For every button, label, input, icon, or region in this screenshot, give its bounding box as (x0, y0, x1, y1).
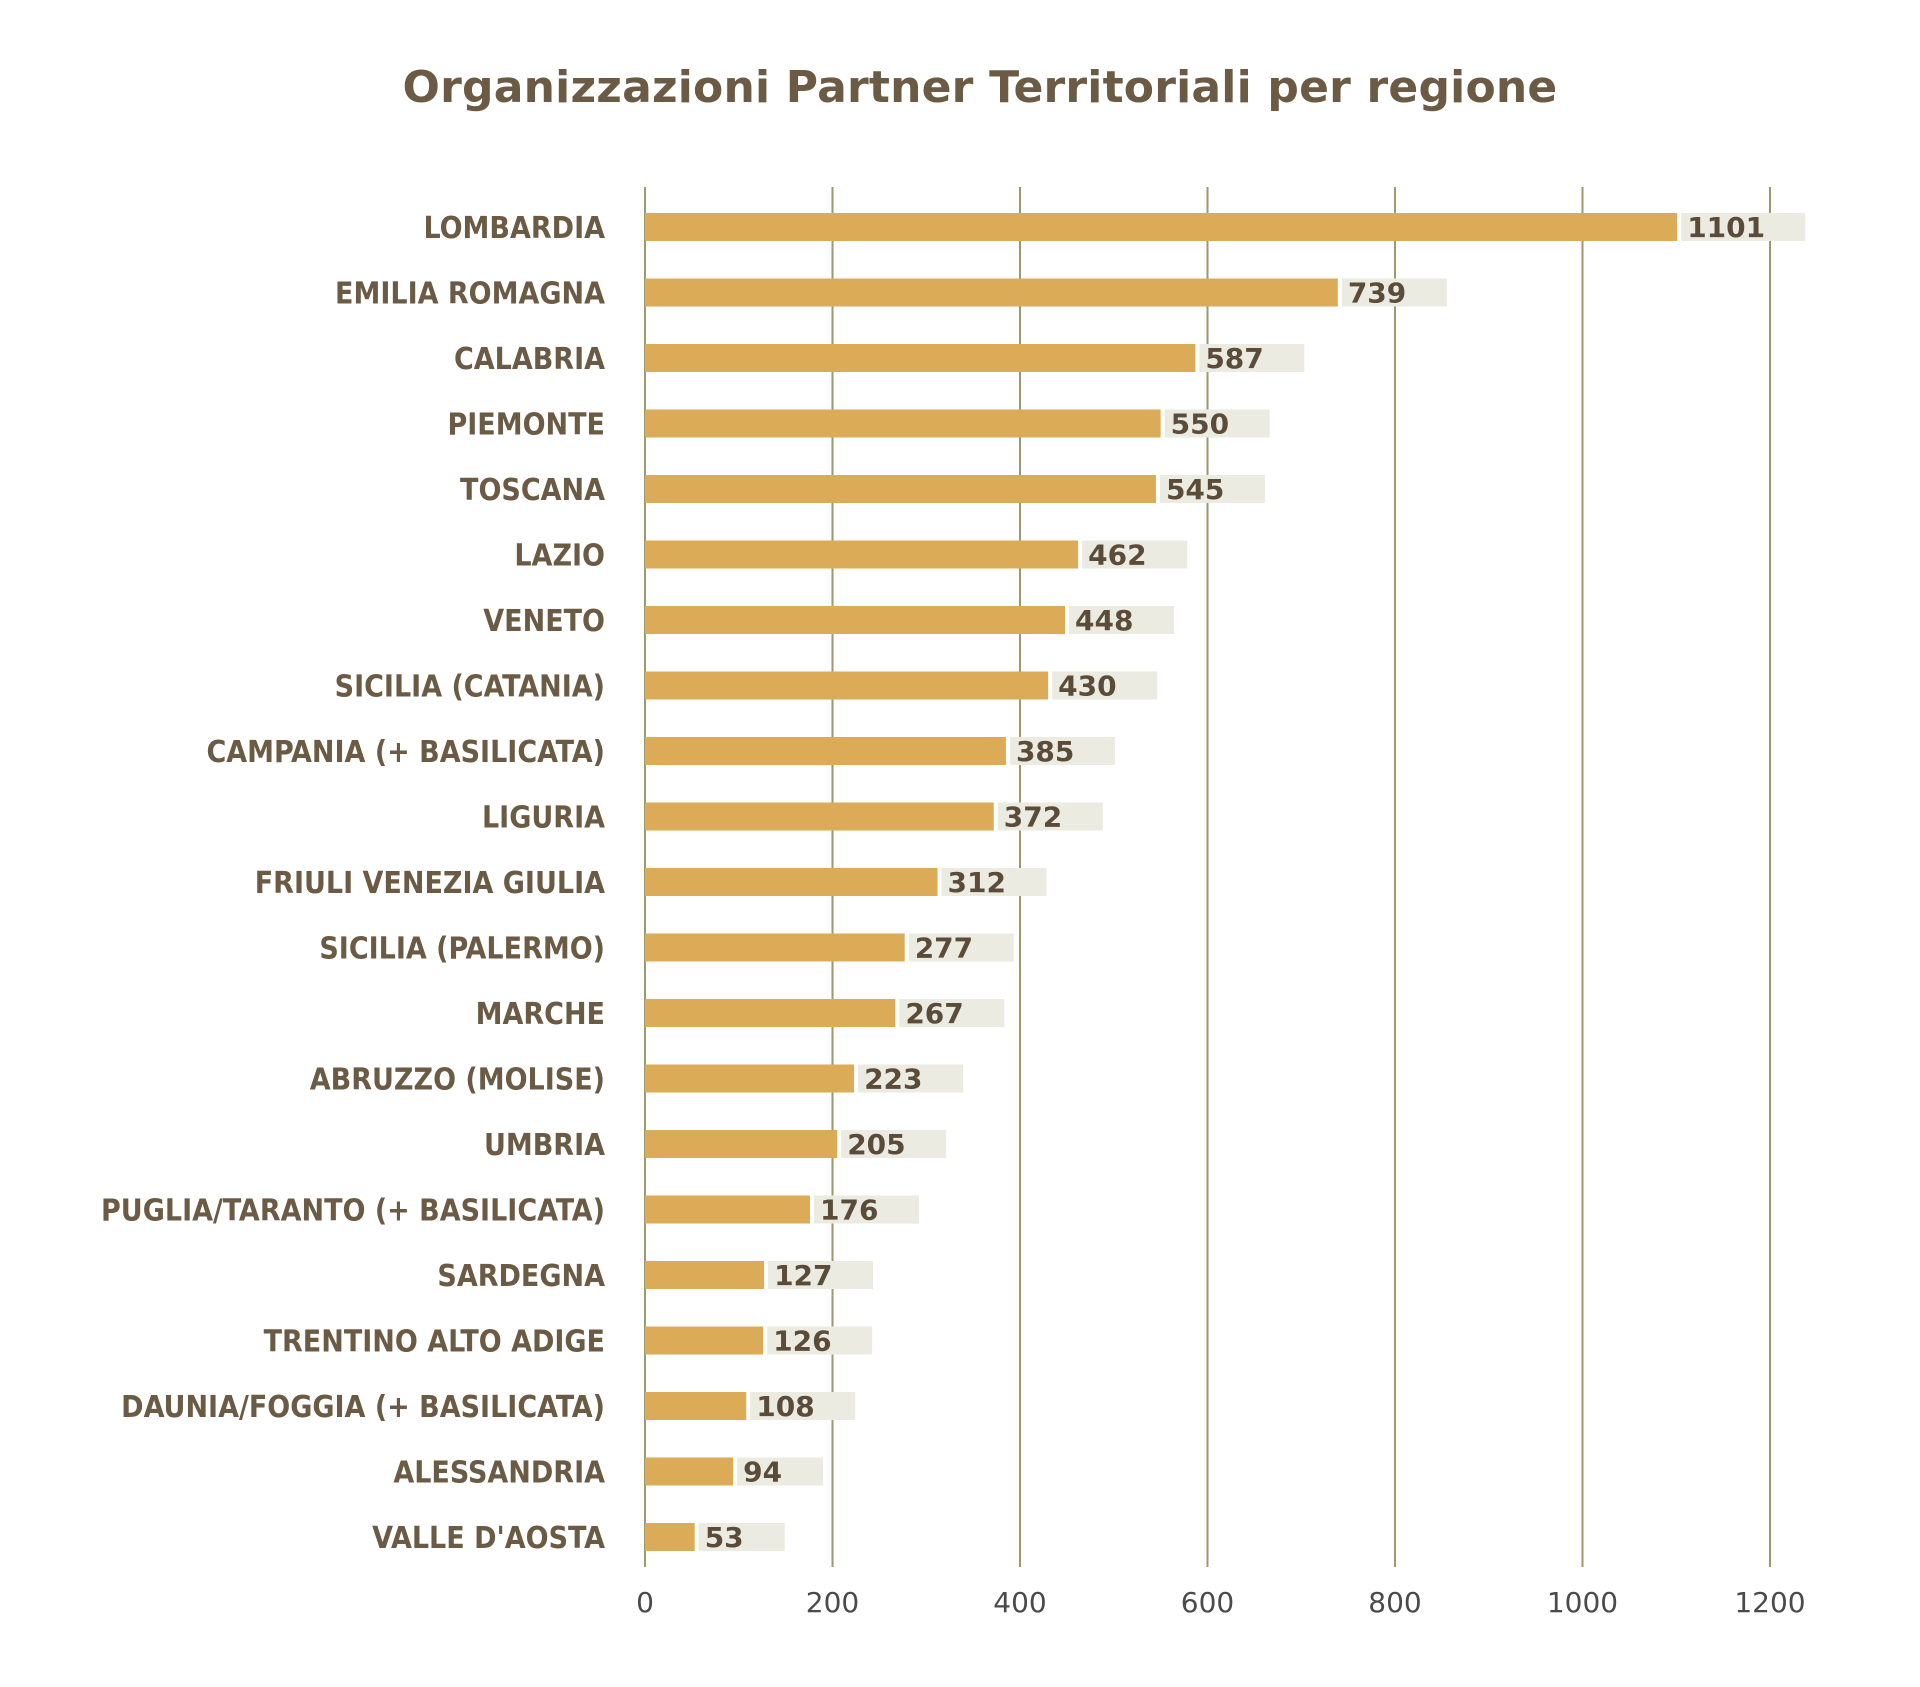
category-label: TRENTINO ALTO ADIGE (264, 1325, 605, 1360)
category-label: UMBRIA (484, 1128, 605, 1163)
value-label: 127 (774, 1259, 832, 1292)
value-label-background (1341, 278, 1447, 307)
value-label-background (858, 1064, 964, 1093)
bar (645, 868, 938, 896)
value-label: 430 (1058, 670, 1116, 703)
value-label: 94 (743, 1456, 782, 1489)
bar (645, 1130, 838, 1158)
bar (645, 344, 1196, 372)
category-label: FRIULI VENEZIA GIULIA (255, 866, 605, 901)
category-label: VENETO (483, 604, 605, 639)
bar (645, 1457, 734, 1486)
bar (645, 278, 1338, 307)
value-label-background (1069, 606, 1174, 634)
bar (645, 671, 1049, 700)
bar (645, 933, 905, 962)
category-label: CAMPANIA (+ BASILICATA) (206, 735, 605, 770)
value-label: 205 (847, 1128, 905, 1161)
value-label-background (814, 1195, 919, 1224)
x-tick-label-0: 0 (636, 1586, 654, 1619)
value-label-background (941, 868, 1047, 896)
bar (645, 802, 994, 831)
bar (645, 737, 1006, 765)
value-label: 739 (1348, 277, 1406, 310)
category-label: MARCHE (476, 997, 605, 1032)
value-label: 126 (773, 1325, 831, 1358)
bars: 1101 739 587 550 545 462 448 430 385 372 312 277 267… (645, 211, 1806, 1554)
value-label-background (767, 1326, 873, 1355)
bar (645, 1326, 764, 1355)
value-label: 1101 (1687, 211, 1765, 244)
bar (645, 213, 1678, 241)
category-labels: LOMBARDIA EMILIA ROMAGNA CALABRIA PIEMONTE T… (101, 211, 605, 1556)
category-label: DAUNIA/FOGGIA (+ BASILICATA) (121, 1390, 605, 1425)
value-label: 267 (905, 997, 963, 1030)
value-label: 545 (1166, 473, 1224, 506)
x-axis-ticks: 0 200 400 600 800 1000 1200 (636, 1586, 1806, 1619)
category-label: LIGURIA (482, 801, 605, 836)
value-label-background (841, 1130, 947, 1158)
x-tick-label-1000: 1000 (1547, 1586, 1618, 1619)
category-label: ALESSANDRIA (393, 1456, 605, 1491)
bar (645, 1261, 765, 1289)
value-label-background (908, 933, 1014, 962)
bar (645, 1195, 810, 1224)
value-label: 448 (1075, 604, 1133, 637)
bar (645, 540, 1079, 569)
bar (645, 409, 1161, 438)
value-label: 176 (820, 1194, 878, 1227)
bar (645, 475, 1156, 503)
category-label: SICILIA (CATANIA) (335, 670, 605, 705)
value-label-background (1681, 213, 1806, 241)
x-tick-label-800: 800 (1368, 1586, 1421, 1619)
value-label-background (899, 999, 1005, 1027)
bar (645, 606, 1065, 634)
value-label: 550 (1171, 408, 1229, 441)
value-label: 108 (756, 1390, 814, 1423)
category-label: VALLE D'AOSTA (372, 1521, 605, 1556)
category-label: LOMBARDIA (423, 211, 605, 246)
value-label-background (997, 802, 1103, 831)
value-label-background (1082, 540, 1188, 569)
value-label-background (698, 1523, 785, 1551)
value-label: 277 (915, 932, 973, 965)
value-label: 53 (705, 1521, 744, 1554)
value-label-background (750, 1392, 856, 1420)
category-label: PUGLIA/TARANTO (+ BASILICATA) (101, 1194, 605, 1229)
value-label-background (1164, 409, 1270, 438)
bar (645, 1523, 695, 1551)
value-label-background (768, 1261, 874, 1289)
category-label: SARDEGNA (437, 1259, 605, 1294)
x-tick-label-600: 600 (1181, 1586, 1234, 1619)
bar (645, 1392, 747, 1420)
category-label: CALABRIA (454, 342, 605, 377)
value-label-background (1052, 671, 1158, 700)
category-label: EMILIA ROMAGNA (335, 277, 605, 312)
value-label: 587 (1205, 342, 1263, 375)
value-label: 312 (948, 866, 1006, 899)
category-label: ABRUZZO (MOLISE) (310, 1063, 605, 1098)
bar (645, 1064, 855, 1093)
value-label-background (1199, 344, 1305, 372)
category-label: LAZIO (514, 539, 605, 574)
x-tick-label-1200: 1200 (1734, 1586, 1805, 1619)
value-label: 223 (864, 1063, 922, 1096)
value-label-background (1159, 475, 1265, 503)
bar (645, 999, 896, 1027)
value-label: 462 (1088, 539, 1146, 572)
category-label: SICILIA (PALERMO) (319, 932, 605, 967)
value-label: 385 (1016, 735, 1074, 768)
value-label-background (737, 1457, 824, 1486)
category-label: TOSCANA (460, 473, 605, 508)
value-label-background (1009, 737, 1115, 765)
x-tick-label-400: 400 (993, 1586, 1046, 1619)
chart-title: Organizzazioni Partner Territoriali per … (402, 62, 1558, 113)
value-label: 372 (1004, 801, 1062, 834)
x-tick-label-200: 200 (806, 1586, 859, 1619)
category-label: PIEMONTE (448, 408, 606, 443)
